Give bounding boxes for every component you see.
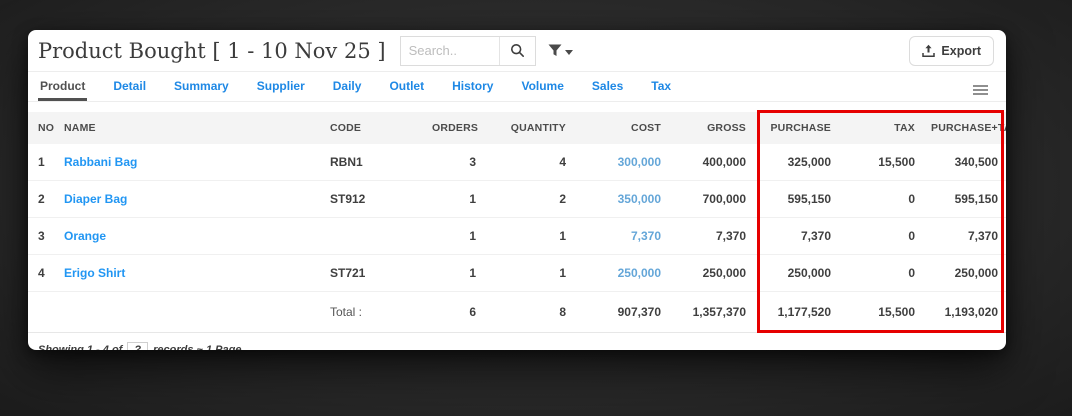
cell-gross: 700,000 <box>669 180 754 218</box>
col-purchase-tax: PURCHASE+TAX <box>923 112 1006 144</box>
tab-supplier[interactable]: Supplier <box>256 79 305 93</box>
tab-detail[interactable]: Detail <box>113 79 147 93</box>
cell-gross: 400,000 <box>669 144 754 181</box>
tab-outlet[interactable]: Outlet <box>389 79 425 93</box>
record-count-box: ? <box>127 342 149 350</box>
search-icon <box>510 43 525 58</box>
cell-purchase: 250,000 <box>754 254 839 292</box>
search-group <box>399 35 536 66</box>
total-orders: 6 <box>424 291 484 333</box>
cell-quantity: 1 <box>484 254 574 292</box>
tab-volume[interactable]: Volume <box>521 79 564 93</box>
cell-tax: 0 <box>839 254 923 292</box>
cell-purchase: 325,000 <box>754 144 839 181</box>
total-purchase-tax: 1,193,020 <box>923 291 1006 333</box>
tab-bar: Product Detail Summary Supplier Daily Ou… <box>28 72 1006 102</box>
cell-tax: 0 <box>839 217 923 255</box>
product-name-link[interactable]: Diaper Bag <box>64 192 128 206</box>
cell-quantity: 4 <box>484 144 574 181</box>
showing-suffix: records ~ 1 Page <box>153 344 242 350</box>
export-button[interactable]: Export <box>909 35 994 66</box>
showing-prefix: Showing 1 - 4 of <box>38 344 123 350</box>
cell-tax: 15,500 <box>839 144 923 181</box>
page-title: Product Bought [ 1 - 10 Nov 25 ] <box>38 38 386 63</box>
filter-button[interactable] <box>548 44 573 57</box>
table-row: 1 Rabbani Bag RBN1 3 4 300,000 400,000 3… <box>28 144 1006 181</box>
col-gross: GROSS <box>669 112 754 144</box>
cell-purchase: 595,150 <box>754 180 839 218</box>
cell-gross: 250,000 <box>669 254 754 292</box>
filter-icon <box>548 44 562 57</box>
col-purchase: PURCHASE <box>754 112 839 144</box>
product-bought-table: NO NAME CODE ORDERS QUANTITY COST GROSS … <box>28 112 1006 333</box>
export-icon <box>922 44 936 58</box>
col-no: NO <box>28 112 56 144</box>
cell-orders: 1 <box>424 180 484 218</box>
cost-link[interactable]: 300,000 <box>617 155 661 169</box>
tab-tax[interactable]: Tax <box>651 79 672 93</box>
total-tax: 15,500 <box>839 291 923 333</box>
total-quantity: 8 <box>484 291 574 333</box>
cell-no: 2 <box>28 180 56 218</box>
cell-no: 4 <box>28 254 56 292</box>
cell-tax: 0 <box>839 180 923 218</box>
tab-daily[interactable]: Daily <box>332 79 362 93</box>
cell-orders: 1 <box>424 254 484 292</box>
col-code: CODE <box>322 112 424 144</box>
table-container: NO NAME CODE ORDERS QUANTITY COST GROSS … <box>28 112 1006 333</box>
table-row: 4 Erigo Shirt ST721 1 1 250,000 250,000 … <box>28 254 1006 292</box>
col-name: NAME <box>56 112 322 144</box>
tab-product[interactable]: Product <box>38 79 88 101</box>
table-row: 3 Orange 1 1 7,370 7,370 7,370 0 7,370 <box>28 217 1006 255</box>
tab-summary[interactable]: Summary <box>174 79 229 93</box>
table-total-row: Total : 6 8 907,370 1,357,370 1,177,520 … <box>28 291 1006 333</box>
product-bought-card: Product Bought [ 1 - 10 Nov 25 ] <box>28 30 1006 350</box>
export-button-label: Export <box>941 43 981 58</box>
cell-quantity: 2 <box>484 180 574 218</box>
cell-orders: 1 <box>424 217 484 255</box>
col-cost: COST <box>574 112 669 144</box>
cell-code: ST912 <box>322 180 424 218</box>
cell-quantity: 1 <box>484 217 574 255</box>
cell-purchase-tax: 340,500 <box>923 144 1006 181</box>
table-header-row: NO NAME CODE ORDERS QUANTITY COST GROSS … <box>28 112 1006 144</box>
total-gross: 1,357,370 <box>669 291 754 333</box>
total-label: Total : <box>322 291 424 333</box>
total-purchase: 1,177,520 <box>754 291 839 333</box>
col-quantity: QUANTITY <box>484 112 574 144</box>
col-tax: TAX <box>839 112 923 144</box>
cost-link[interactable]: 350,000 <box>617 192 661 206</box>
cell-purchase-tax: 7,370 <box>923 217 1006 255</box>
cost-link[interactable]: 7,370 <box>630 229 661 243</box>
top-bar: Product Bought [ 1 - 10 Nov 25 ] <box>28 30 1006 72</box>
tab-sales[interactable]: Sales <box>591 79 624 93</box>
hamburger-menu-icon[interactable] <box>973 85 988 101</box>
cell-no: 3 <box>28 217 56 255</box>
cell-purchase-tax: 595,150 <box>923 180 1006 218</box>
total-cost: 907,370 <box>574 291 669 333</box>
pagination-summary: Showing 1 - 4 of ? records ~ 1 Page <box>28 333 1006 350</box>
cell-gross: 7,370 <box>669 217 754 255</box>
cell-purchase: 7,370 <box>754 217 839 255</box>
search-input[interactable] <box>400 36 499 65</box>
product-name-link[interactable]: Rabbani Bag <box>64 155 138 169</box>
tab-history[interactable]: History <box>452 79 494 93</box>
cost-link[interactable]: 250,000 <box>617 266 661 280</box>
cell-code <box>322 217 424 255</box>
table-row: 2 Diaper Bag ST912 1 2 350,000 700,000 5… <box>28 180 1006 218</box>
chevron-down-icon <box>564 49 573 55</box>
cell-no: 1 <box>28 144 56 181</box>
search-button[interactable] <box>498 36 535 65</box>
cell-purchase-tax: 250,000 <box>923 254 1006 292</box>
col-orders: ORDERS <box>424 112 484 144</box>
cell-code: ST721 <box>322 254 424 292</box>
product-name-link[interactable]: Orange <box>64 229 107 243</box>
cell-code: RBN1 <box>322 144 424 181</box>
product-name-link[interactable]: Erigo Shirt <box>64 266 126 280</box>
cell-orders: 3 <box>424 144 484 181</box>
